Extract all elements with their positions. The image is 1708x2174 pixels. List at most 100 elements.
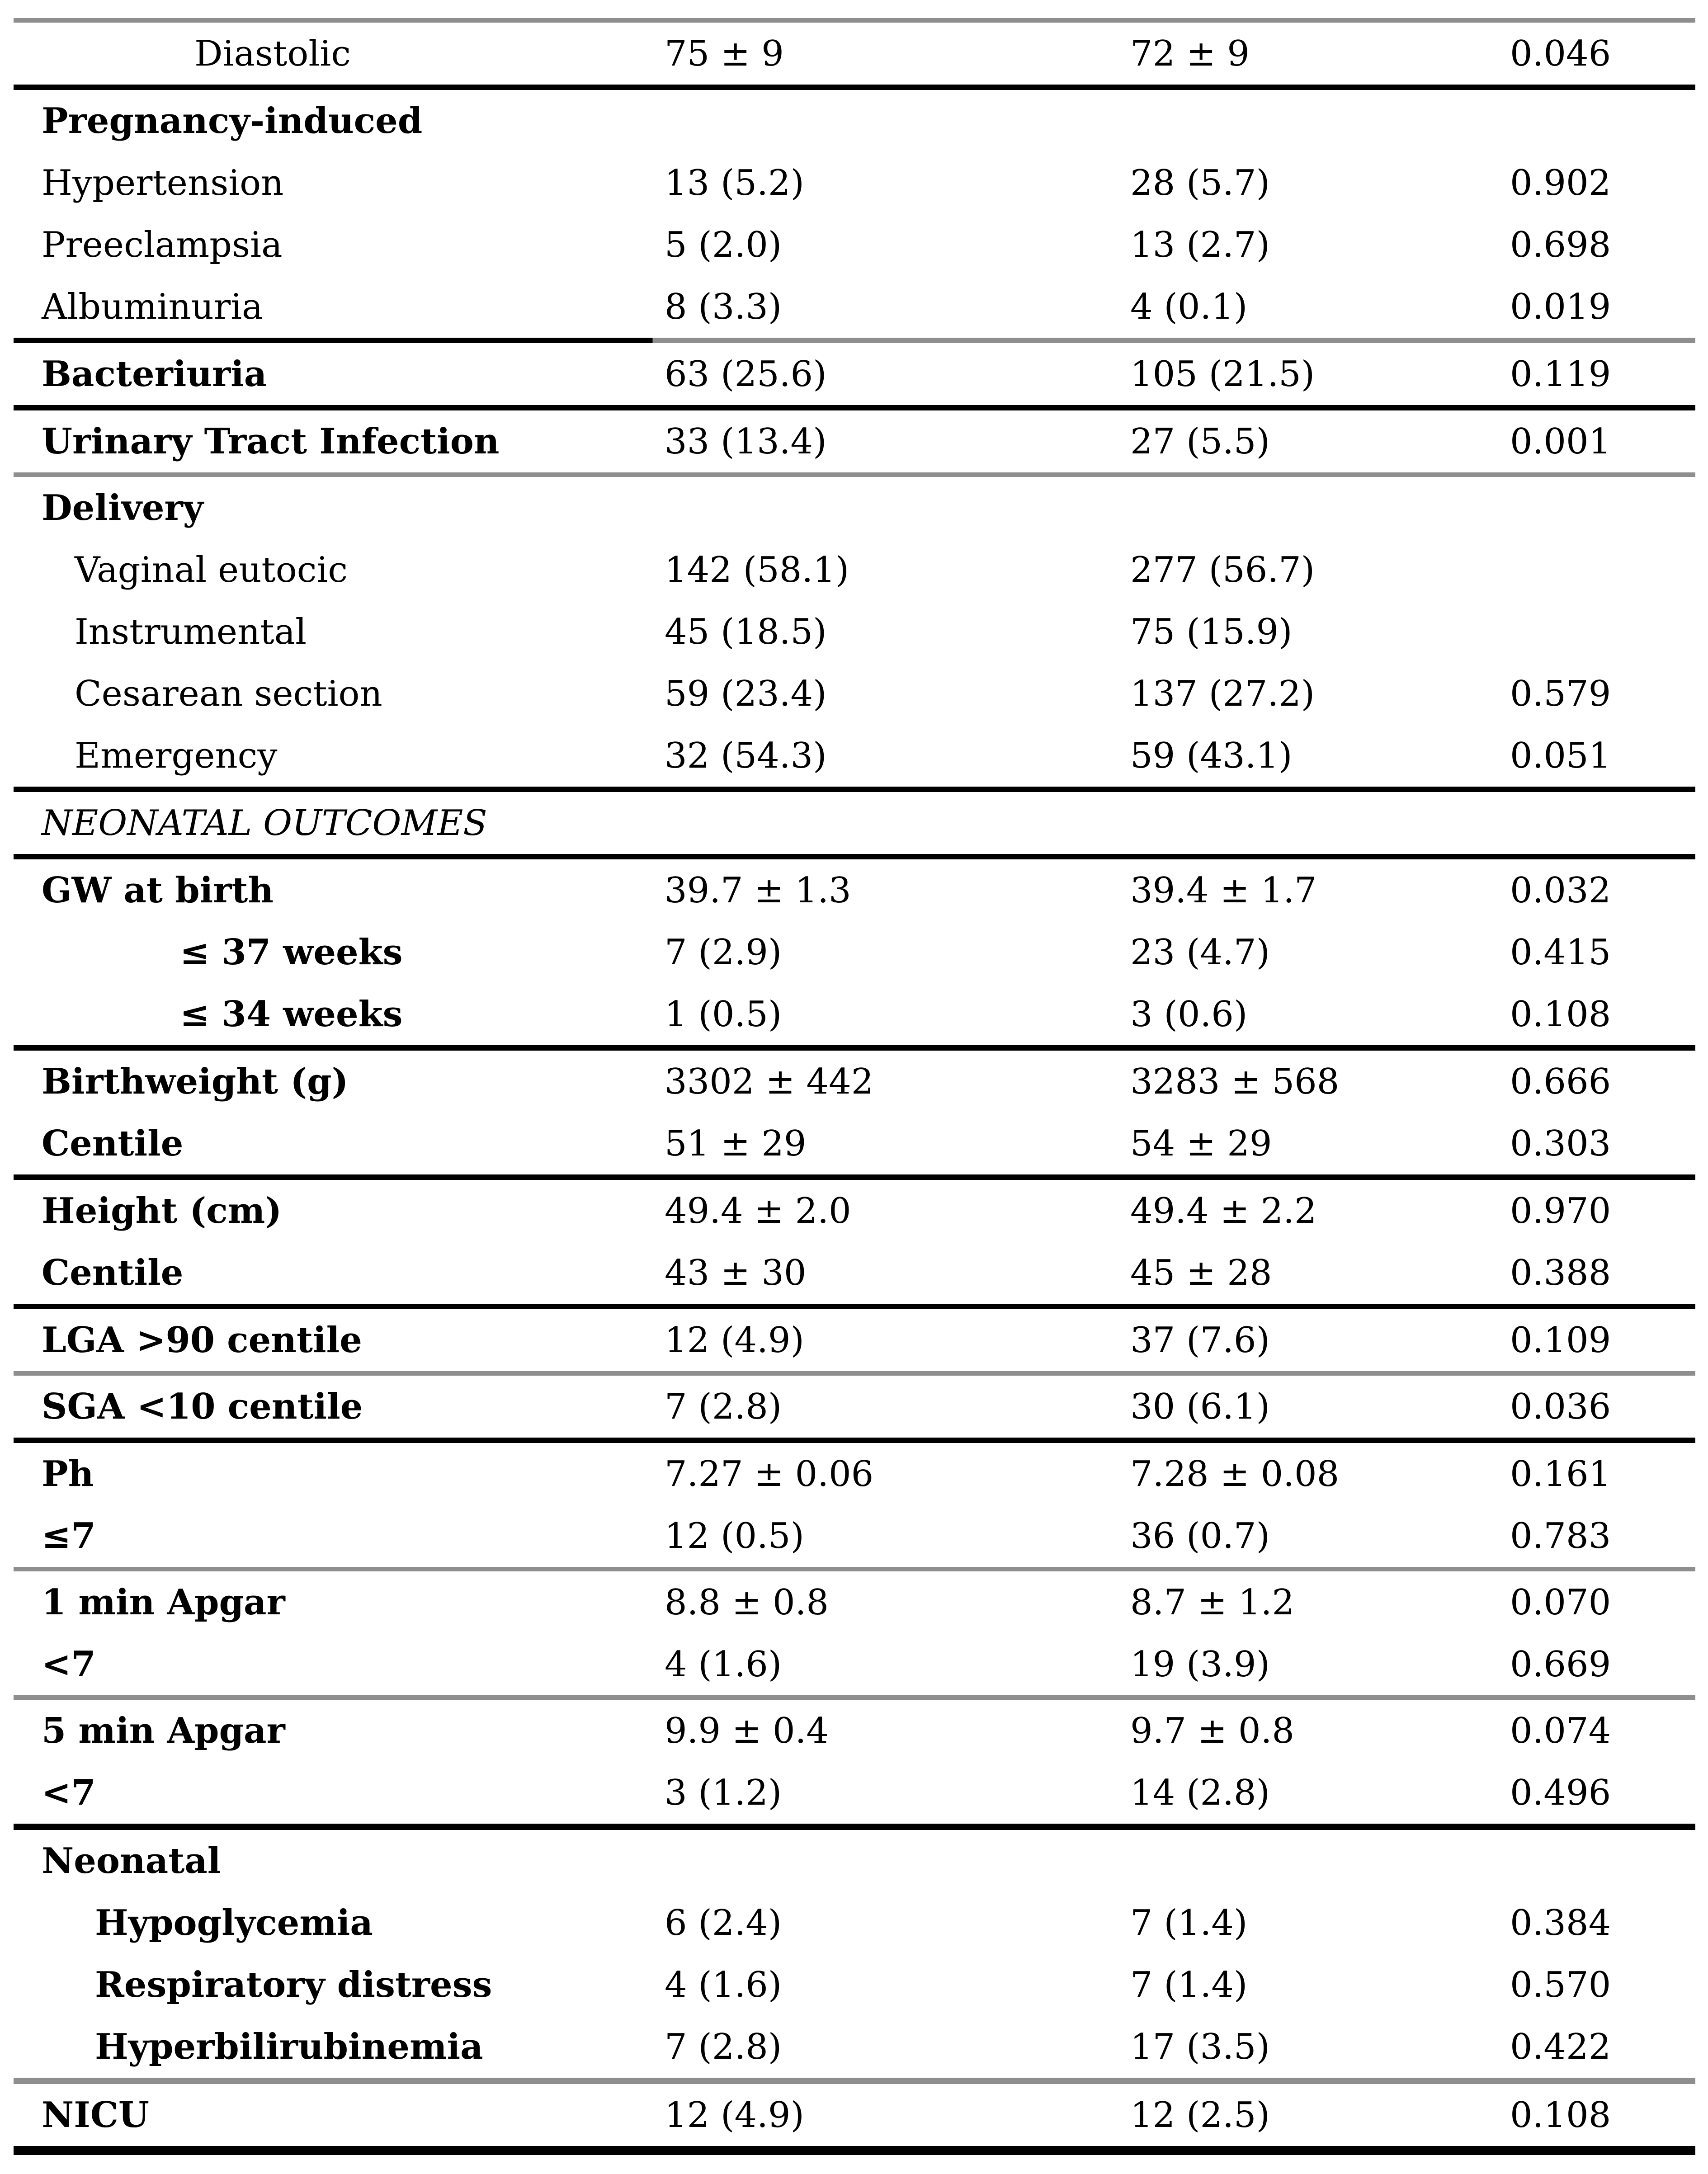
group2-value: 9.7 ± 0.8	[1130, 1710, 1295, 1751]
group2-value: 30 (6.1)	[1130, 1386, 1270, 1427]
table-row: Neonatal	[0, 1830, 1708, 1892]
group2-value: 45 ± 28	[1130, 1252, 1272, 1293]
table-row: NEONATAL OUTCOMES	[0, 792, 1708, 854]
group2-value: 37 (7.6)	[1130, 1320, 1270, 1361]
group1-value: 142 (58.1)	[665, 549, 849, 590]
row-label: Urinary Tract Infection	[42, 420, 500, 462]
row-label: Neonatal	[42, 1840, 221, 1882]
group1-value: 6 (2.4)	[665, 1902, 782, 1943]
table-row: LGA >90 centile 12 (4.9) 37 (7.6) 0.109	[0, 1309, 1708, 1371]
p-value: 0.422	[1510, 2026, 1611, 2067]
table-row: Birthweight (g) 3302 ± 442 3283 ± 568 0.…	[0, 1051, 1708, 1113]
table-row: Urinary Tract Infection 33 (13.4) 27 (5.…	[0, 410, 1708, 472]
row-label: Birthweight (g)	[42, 1061, 349, 1102]
row-divider	[14, 787, 1695, 792]
table-row: Emergency 32 (54.3) 59 (43.1) 0.051	[0, 725, 1708, 787]
group2-value: 17 (3.5)	[1130, 2026, 1270, 2067]
group2-value: 3 (0.6)	[1130, 994, 1248, 1035]
row-divider	[14, 405, 1695, 410]
table-row: Centile 51 ± 29 54 ± 29 0.303	[0, 1113, 1708, 1174]
p-value: 0.579	[1510, 673, 1611, 714]
row-label: Respiratory distress	[95, 1964, 492, 2005]
row-label: Delivery	[42, 487, 203, 528]
group1-value: 12 (4.9)	[665, 2094, 804, 2136]
row-label: NEONATAL OUTCOMES	[42, 802, 487, 844]
group2-value: 54 ± 29	[1130, 1123, 1272, 1164]
row-label: Bacteriuria	[42, 353, 267, 395]
row-divider	[14, 1174, 1695, 1180]
table-row: Pregnancy-induced	[0, 90, 1708, 152]
group1-value: 49.4 ± 2.0	[665, 1190, 851, 1231]
table-row: Bacteriuria 63 (25.6) 105 (21.5) 0.119	[0, 343, 1708, 405]
table-row: Hypoglycemia 6 (2.4) 7 (1.4) 0.384	[0, 1892, 1708, 1954]
group1-value: 13 (5.2)	[665, 162, 804, 203]
p-value: 0.036	[1510, 1386, 1611, 1427]
row-divider	[14, 472, 1695, 477]
row-divider	[14, 1567, 1695, 1571]
table-row: Preeclampsia 5 (2.0) 13 (2.7) 0.698	[0, 214, 1708, 276]
row-label: Albuminuria	[42, 286, 263, 327]
group2-value: 19 (3.9)	[1130, 1644, 1270, 1685]
row-label: Centile	[42, 1252, 184, 1293]
p-value: 0.303	[1510, 1123, 1611, 1164]
group1-value: 7 (2.8)	[665, 2026, 782, 2067]
table-row: ≤7 12 (0.5) 36 (0.7) 0.783	[0, 1505, 1708, 1567]
group1-value: 4 (1.6)	[665, 1964, 782, 2005]
group1-value: 4 (1.6)	[665, 1644, 782, 1685]
row-label: Height (cm)	[42, 1190, 282, 1231]
table-row: Hyperbilirubinemia 7 (2.8) 17 (3.5) 0.42…	[0, 2016, 1708, 2078]
group1-value: 12 (4.9)	[665, 1320, 804, 1361]
p-value: 0.783	[1510, 1515, 1611, 1556]
table-row: Height (cm) 49.4 ± 2.0 49.4 ± 2.2 0.970	[0, 1180, 1708, 1242]
row-label: Pregnancy-induced	[42, 100, 423, 141]
outcomes-table: Diastolic 75 ± 9 72 ± 9 0.046 Pregnancy-…	[0, 18, 1708, 2155]
group1-value: 43 ± 30	[665, 1252, 807, 1293]
row-label: <7	[42, 1643, 96, 1685]
row-label: Cesarean section	[75, 673, 382, 714]
row-label: Emergency	[75, 735, 278, 776]
row-divider	[14, 2146, 1695, 2155]
group2-value: 12 (2.5)	[1130, 2094, 1270, 2136]
table-row: Albuminuria 8 (3.3) 4 (0.1) 0.019	[0, 276, 1708, 338]
p-value: 0.074	[1510, 1710, 1611, 1751]
table-row: SGA <10 centile 7 (2.8) 30 (6.1) 0.036	[0, 1376, 1708, 1438]
row-label: Hypoglycemia	[95, 1902, 373, 1943]
group1-value: 75 ± 9	[665, 33, 784, 74]
row-label: Centile	[42, 1122, 184, 1164]
row-label: Ph	[42, 1453, 94, 1495]
p-value: 0.698	[1510, 224, 1611, 265]
group2-value: 72 ± 9	[1130, 33, 1250, 74]
table-row: Instrumental 45 (18.5) 75 (15.9)	[0, 601, 1708, 663]
group1-value: 5 (2.0)	[665, 224, 782, 265]
p-value: 0.902	[1510, 162, 1611, 203]
p-value: 0.496	[1510, 1772, 1611, 1813]
row-divider	[14, 854, 1695, 859]
p-value: 0.108	[1510, 2094, 1611, 2136]
table-row: GW at birth 39.7 ± 1.3 39.4 ± 1.7 0.032	[0, 859, 1708, 921]
row-divider	[14, 338, 1695, 343]
row-divider	[14, 18, 1695, 23]
table-row: Delivery	[0, 477, 1708, 539]
group2-value: 27 (5.5)	[1130, 421, 1270, 462]
group1-value: 9.9 ± 0.4	[665, 1710, 829, 1751]
table-row: <7 4 (1.6) 19 (3.9) 0.669	[0, 1633, 1708, 1695]
row-label: ≤7	[42, 1515, 96, 1556]
row-label: 5 min Apgar	[42, 1710, 285, 1751]
row-divider	[14, 1371, 1695, 1376]
group2-value: 137 (27.2)	[1130, 673, 1315, 714]
table-row: Ph 7.27 ± 0.06 7.28 ± 0.08 0.161	[0, 1443, 1708, 1505]
row-label: Diastolic	[194, 33, 351, 74]
p-value: 0.570	[1510, 1964, 1611, 2005]
table-row: Diastolic 75 ± 9 72 ± 9 0.046	[0, 23, 1708, 85]
p-value: 0.415	[1510, 932, 1611, 973]
group2-value: 105 (21.5)	[1130, 354, 1315, 395]
row-divider	[14, 1438, 1695, 1443]
group2-value: 13 (2.7)	[1130, 224, 1270, 265]
group1-value: 8 (3.3)	[665, 286, 782, 327]
group2-value: 277 (56.7)	[1130, 549, 1315, 590]
group2-value: 39.4 ± 1.7	[1130, 870, 1317, 911]
row-label: LGA >90 centile	[42, 1319, 362, 1361]
table-row: NICU 12 (4.9) 12 (2.5) 0.108	[0, 2084, 1708, 2146]
row-label: NICU	[42, 2094, 149, 2136]
p-value: 0.119	[1510, 354, 1611, 395]
